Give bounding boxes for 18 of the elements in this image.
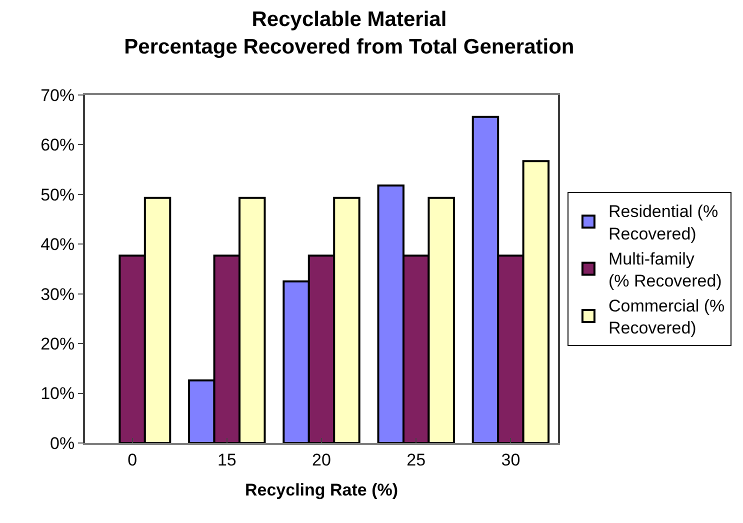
legend-label: Residential (% Recovered) bbox=[608, 202, 718, 244]
chart-title: Recyclable Material Percentage Recovered from Total Generation bbox=[124, 8, 574, 58]
x-tick-label: 30 bbox=[501, 450, 520, 470]
x-tick-label: 20 bbox=[312, 450, 331, 470]
x-tick-label: 0 bbox=[128, 450, 138, 470]
y-tick-label: 40% bbox=[40, 235, 75, 254]
y-tick-label: 10% bbox=[40, 384, 75, 404]
y-tick-label: 50% bbox=[40, 185, 75, 204]
y-tick-label: 70% bbox=[40, 86, 75, 105]
y-tick-label: 30% bbox=[40, 284, 75, 304]
legend-label: Commercial (% Recovered) bbox=[608, 296, 725, 338]
y-tick-label: 60% bbox=[40, 136, 75, 155]
x-axis-title: Recycling Rate (%) bbox=[244, 480, 398, 500]
y-tick-label: 0% bbox=[50, 434, 75, 453]
legend-label: Multi-family (% Recovered) bbox=[608, 249, 722, 290]
y-tick-label: 20% bbox=[40, 334, 75, 354]
x-tick-label: 15 bbox=[217, 450, 236, 470]
x-tick-label: 25 bbox=[406, 450, 426, 470]
